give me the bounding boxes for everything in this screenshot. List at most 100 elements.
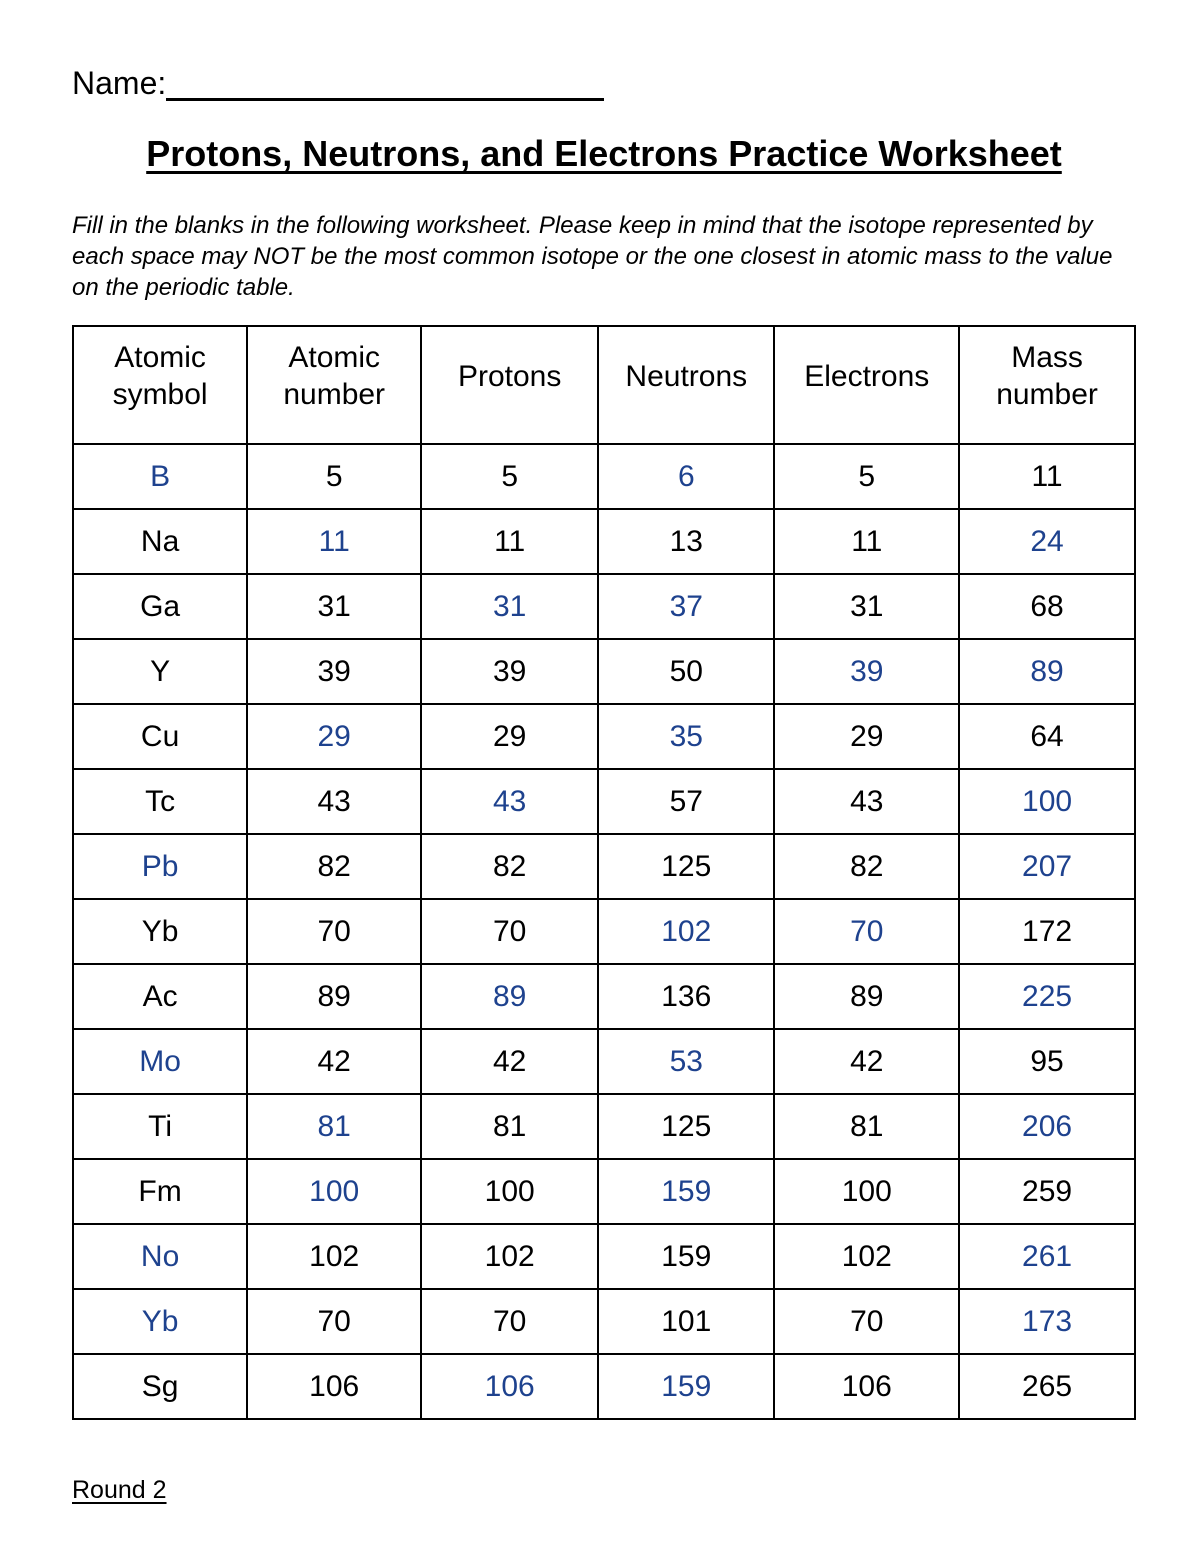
name-row: Name: (72, 65, 1136, 102)
cell-atomic-number: 29 (246, 703, 423, 771)
cell-protons: 70 (420, 898, 600, 966)
cell-electrons: 31 (773, 573, 961, 641)
table-row: No 102 102 159 102 261 (71, 1223, 1136, 1291)
cell-atomic-symbol: Sg (71, 1353, 249, 1421)
table-header: Atomic symbol Atomic number Protons Neut… (71, 325, 1136, 446)
cell-atomic-number: 31 (246, 573, 423, 641)
worksheet-table: Atomic symbol Atomic number Protons Neut… (71, 325, 1136, 1421)
cell-atomic-number: 81 (246, 1093, 423, 1161)
cell-atomic-number: 5 (246, 443, 423, 511)
cell-protons: 81 (420, 1093, 600, 1161)
cell-protons: 29 (420, 703, 600, 771)
cell-atomic-number: 43 (246, 768, 423, 836)
table-row: Pb 82 82 125 82 207 (71, 833, 1136, 901)
cell-neutrons: 125 (597, 833, 776, 901)
cell-electrons: 11 (773, 508, 961, 576)
column-header-mass-number: Mass number (958, 325, 1136, 446)
cell-atomic-symbol: Pb (71, 833, 249, 901)
page-title: Protons, Neutrons, and Electrons Practic… (146, 133, 1062, 175)
cell-atomic-symbol: Ga (71, 573, 249, 641)
column-header-electrons: Electrons (773, 325, 961, 446)
column-header-label: Electrons (804, 359, 930, 393)
column-header-label: Protons (457, 359, 562, 393)
cell-electrons: 5 (773, 443, 961, 511)
cell-protons: 100 (420, 1158, 600, 1226)
cell-protons: 31 (420, 573, 600, 641)
cell-protons: 43 (420, 768, 600, 836)
cell-electrons: 39 (773, 638, 961, 706)
table-row: Yb 70 70 101 70 173 (71, 1288, 1136, 1356)
table-row: Fm 100 100 159 100 259 (71, 1158, 1136, 1226)
column-header-label: Neutrons (625, 359, 748, 393)
cell-protons: 102 (420, 1223, 600, 1291)
cell-electrons: 82 (773, 833, 961, 901)
cell-neutrons: 125 (597, 1093, 776, 1161)
cell-neutrons: 37 (597, 573, 776, 641)
cell-protons: 106 (420, 1353, 600, 1421)
cell-neutrons: 50 (597, 638, 776, 706)
column-header-atomic-symbol: Atomic symbol (71, 325, 249, 446)
table-body: B 5 5 6 5 11 Na 11 11 13 11 24 Ga 31 31 37 31 68 Y 39 39 50 39… (71, 443, 1136, 1421)
cell-neutrons: 53 (597, 1028, 776, 1096)
cell-mass-number: 172 (958, 898, 1136, 966)
column-header-label: Mass number (996, 340, 1098, 412)
cell-mass-number: 261 (958, 1223, 1136, 1291)
column-header-neutrons: Neutrons (597, 325, 776, 446)
cell-electrons: 100 (773, 1158, 961, 1226)
cell-atomic-symbol: Ac (71, 963, 249, 1031)
cell-atomic-symbol: Na (71, 508, 249, 576)
cell-neutrons: 101 (597, 1288, 776, 1356)
table-row: Y 39 39 50 39 89 (71, 638, 1136, 706)
cell-atomic-number: 100 (246, 1158, 423, 1226)
cell-mass-number: 89 (958, 638, 1136, 706)
table-row: Ac 89 89 136 89 225 (71, 963, 1136, 1031)
cell-mass-number: 24 (958, 508, 1136, 576)
cell-mass-number: 259 (958, 1158, 1136, 1226)
cell-protons: 42 (420, 1028, 600, 1096)
cell-neutrons: 136 (597, 963, 776, 1031)
cell-neutrons: 6 (597, 443, 776, 511)
cell-electrons: 42 (773, 1028, 961, 1096)
table-row: Na 11 11 13 11 24 (71, 508, 1136, 576)
cell-neutrons: 159 (597, 1353, 776, 1421)
cell-neutrons: 35 (597, 703, 776, 771)
cell-atomic-symbol: Yb (71, 898, 249, 966)
cell-mass-number: 68 (958, 573, 1136, 641)
cell-mass-number: 64 (958, 703, 1136, 771)
cell-atomic-number: 102 (246, 1223, 423, 1291)
cell-mass-number: 207 (958, 833, 1136, 901)
cell-mass-number: 11 (958, 443, 1136, 511)
cell-electrons: 70 (773, 1288, 961, 1356)
column-header-label: Atomic number (283, 340, 386, 412)
cell-protons: 70 (420, 1288, 600, 1356)
cell-atomic-symbol: Fm (71, 1158, 249, 1226)
round-label: Round 2 (72, 1476, 167, 1505)
cell-atomic-symbol: Tc (71, 768, 249, 836)
cell-atomic-number: 82 (246, 833, 423, 901)
cell-mass-number: 95 (958, 1028, 1136, 1096)
cell-protons: 82 (420, 833, 600, 901)
cell-neutrons: 102 (597, 898, 776, 966)
table-row: Yb 70 70 102 70 172 (71, 898, 1136, 966)
cell-mass-number: 100 (958, 768, 1136, 836)
cell-mass-number: 206 (958, 1093, 1136, 1161)
round-label-row: Round 2 (72, 1420, 1136, 1505)
table-row: Mo 42 42 53 42 95 (71, 1028, 1136, 1096)
cell-mass-number: 173 (958, 1288, 1136, 1356)
cell-neutrons: 13 (597, 508, 776, 576)
table-row: Cu 29 29 35 29 64 (71, 703, 1136, 771)
cell-electrons: 29 (773, 703, 961, 771)
column-header-label: Atomic symbol (112, 340, 208, 412)
cell-protons: 11 (420, 508, 600, 576)
name-label: Name: (72, 65, 167, 101)
cell-atomic-symbol: No (71, 1223, 249, 1291)
table-row: Tc 43 43 57 43 100 (71, 768, 1136, 836)
cell-atomic-symbol: Yb (71, 1288, 249, 1356)
cell-electrons: 43 (773, 768, 961, 836)
cell-protons: 39 (420, 638, 600, 706)
instructions-text: Fill in the blanks in the following work… (72, 212, 1113, 301)
cell-atomic-number: 89 (246, 963, 423, 1031)
cell-electrons: 70 (773, 898, 961, 966)
cell-atomic-symbol: B (71, 443, 249, 511)
